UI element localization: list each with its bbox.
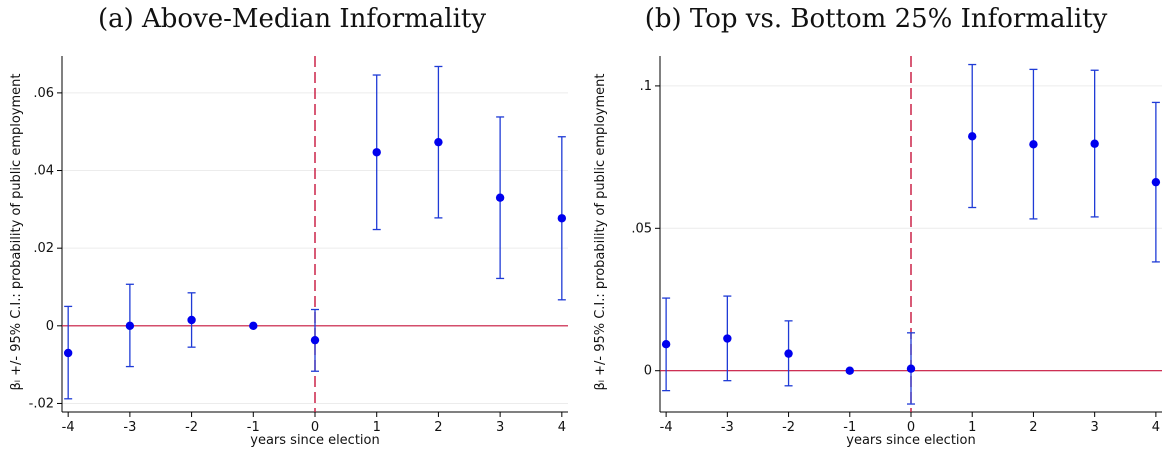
x-axis-title: years since election <box>250 433 379 448</box>
y-axis-title: βₗ +/- 95% C.I.: probability of public e… <box>593 74 608 391</box>
y-tick-label: -.02 <box>29 396 54 411</box>
point-estimate <box>125 321 135 331</box>
point-estimate <box>557 214 567 223</box>
y-tick-label: .02 <box>33 241 54 256</box>
x-tick-label: -1 <box>247 420 260 435</box>
point-estimate <box>1029 140 1038 149</box>
y-tick-label: 0 <box>644 364 652 379</box>
panel-b-chart: 0 .05 .1 -4 -3 -2 -1 0 1 2 3 4 years since election β… <box>593 56 1162 448</box>
x-tick-label: -3 <box>721 420 734 435</box>
x-tick-label: 4 <box>1152 420 1160 435</box>
x-tick-label: 2 <box>434 420 442 435</box>
point-estimate <box>906 364 916 373</box>
y-tick-label: .04 <box>33 164 54 179</box>
x-tick-label: 0 <box>311 420 319 435</box>
x-axis-title: years since election <box>846 433 975 448</box>
x-tick-label: -3 <box>123 420 136 435</box>
x-tick-label: 4 <box>558 420 566 435</box>
point-estimate <box>1090 139 1099 148</box>
x-tick-label: -2 <box>185 420 198 435</box>
x-tick-label: -4 <box>660 420 673 435</box>
point-estimate <box>661 340 671 349</box>
point-estimate <box>1151 177 1161 187</box>
x-tick-label: 3 <box>1091 420 1099 435</box>
x-tick-label: 3 <box>496 420 504 435</box>
point-estimate <box>845 366 854 375</box>
x-tick-label: 1 <box>373 420 381 435</box>
x-tick-label: 0 <box>907 420 915 435</box>
panel-a-title: (a) Above-Median Informality <box>97 4 487 34</box>
x-tick-label: -2 <box>782 420 795 435</box>
y-tick-label: .1 <box>640 79 652 94</box>
point-estimate <box>495 193 505 202</box>
point-estimate <box>249 321 258 331</box>
y-axis-title: βₗ +/- 95% C.I.: probability of public e… <box>9 74 24 391</box>
point-estimate <box>187 315 196 325</box>
panel-a: (a) Above-Median Informality -.02 0 .02 .04… <box>0 0 584 456</box>
panel-b: (b) Top vs. Bottom 25% Informality 0 .05.… <box>584 0 1168 456</box>
point-estimate <box>434 137 443 147</box>
point-estimate <box>372 148 381 157</box>
y-tick-label: .06 <box>33 86 54 101</box>
panel-b-title: (b) Top vs. Bottom 25% Informality <box>644 4 1108 34</box>
x-tick-label: 1 <box>968 420 976 435</box>
point-estimate <box>723 334 732 343</box>
x-tick-label: -1 <box>843 420 856 435</box>
x-tick-label: 2 <box>1029 420 1037 435</box>
y-tick-label: .05 <box>631 221 652 236</box>
x-tick-label: -4 <box>62 420 75 435</box>
y-tick-label: 0 <box>46 319 54 334</box>
point-estimate <box>784 349 793 358</box>
point-estimate <box>968 132 977 141</box>
point-estimate <box>310 335 320 345</box>
panel-a-chart: -.02 0 .02 .04 .06 -4 -3 -2 -1 0 1 2 3 4 years since e… <box>9 56 568 448</box>
point-estimate <box>63 348 73 358</box>
